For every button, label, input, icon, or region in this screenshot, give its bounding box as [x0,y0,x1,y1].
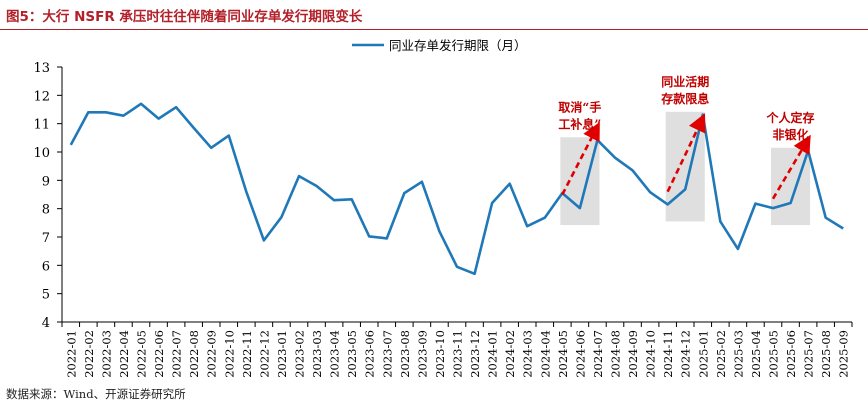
x-tick-label: 2024-09 [626,330,640,378]
x-tick-label: 2025-02 [714,330,728,378]
x-tick-label: 2022-02 [82,330,96,378]
x-tick-label: 2025-07 [802,330,816,378]
y-tick-label: 7 [42,231,50,246]
title-rule [0,29,868,30]
annotation-label-3: 非银化 [773,127,809,142]
annotation-label-2: 同业活期 [661,74,709,89]
legend-label: 同业存单发行期限（月） [389,38,527,53]
source-note: 数据来源：Wind、开源证券研究所 [6,387,186,401]
x-tick-label: 2024-05 [556,330,570,378]
y-tick-label: 9 [42,174,50,189]
y-tick-label: 11 [33,118,50,133]
x-tick-label: 2023-10 [433,330,447,378]
axes: 4 5 6 7 8 9 10 11 12 13 2022-01 2022-02 2022-03 2022-… [33,61,853,378]
x-tick-label: 2022-10 [222,330,236,378]
y-tick-label: 8 [42,203,50,218]
x-tick-label: 2025-01 [696,330,710,378]
x-tick-label: 2022-05 [135,330,149,378]
annotation-label-1: 取消“手 [558,99,601,114]
x-tick-label: 2024-01 [486,330,500,378]
x-tick-label: 2023-07 [380,330,394,378]
annotation-arrow-2 [666,113,706,193]
annotation-label-3: 个人定存 [766,110,815,125]
x-tick-label: 2025-04 [749,330,763,378]
x-tick-label: 2022-01 [64,330,78,378]
x-tick-label: 2024-08 [609,330,623,378]
x-tick-label: 2025-03 [731,330,745,378]
y-tick-label: 5 [42,288,50,303]
x-tick-label: 2023-09 [415,330,429,378]
x-tick-label: 2025-09 [837,330,851,378]
series-line-layer [69,102,844,276]
x-tick-label: 2024-02 [503,330,517,378]
y-tick-label: 4 [42,316,50,331]
x-tick-label: 2025-08 [819,330,833,378]
annotation-label-1: 工补息” [558,116,601,131]
shaded-region-1 [560,137,600,226]
x-tick-label: 2024-11 [661,330,675,378]
x-tick-label: 2022-08 [187,330,201,378]
x-tick-label: 2024-06 [573,330,587,378]
y-tick-label: 12 [33,89,50,104]
x-tick-label: 2022-07 [170,330,184,378]
x-tick-label: 2025-05 [767,330,781,378]
y-tick-label: 10 [33,146,50,161]
x-tick-label: 2023-06 [363,330,377,378]
annotation-label-2: 存款限息 [660,91,709,106]
x-tick-label: 2022-11 [240,330,254,378]
x-tick-label: 2024-12 [679,330,693,378]
x-tick-label: 2022-06 [152,330,166,378]
x-tick-label: 2023-02 [293,330,307,378]
x-tick-label: 2025-06 [784,330,798,378]
x-tick-label: 2024-07 [591,330,605,378]
annotation-arrow-3 [771,134,811,200]
x-tick-label: 2024-03 [521,330,535,378]
annotation-arrow-1 [561,121,600,196]
y-tick-label: 6 [42,259,50,274]
x-tick-label: 2023-08 [398,330,412,378]
x-tick-label: 2023-04 [328,330,342,378]
y-tick-label: 13 [33,61,50,76]
x-tick-label: 2022-12 [257,330,271,378]
x-tick-label: 2024-10 [644,330,658,378]
x-tick-label: 2022-04 [117,330,131,378]
series-line [69,102,844,276]
x-tick-label: 2023-03 [310,330,324,378]
x-tick-label: 2022-09 [205,330,219,378]
x-tick-label: 2024-04 [538,330,552,378]
x-tick-label: 2023-11 [451,330,465,378]
legend: 同业存单发行期限（月） [352,38,527,53]
x-tick-label: 2023-01 [275,330,289,378]
x-tick-label: 2023-12 [468,330,482,378]
x-tick-label: 2022-03 [99,330,113,378]
chart-title: 图5：大行 NSFR 承压时往往伴随着同业存单发行期限变长 [6,9,363,25]
x-tick-label: 2023-05 [345,330,359,378]
